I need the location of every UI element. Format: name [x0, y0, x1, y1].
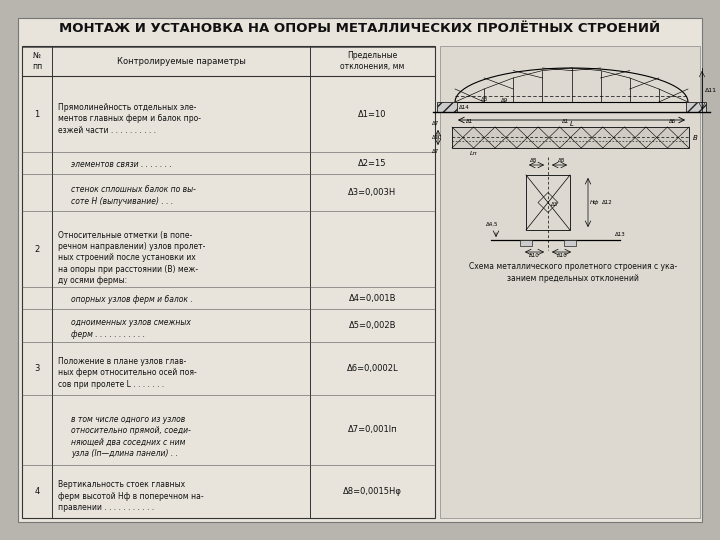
Text: Δ4,5: Δ4,5 — [486, 222, 498, 227]
Bar — [452, 127, 689, 148]
Text: Δ7: Δ7 — [433, 121, 440, 126]
Text: Δ10: Δ10 — [528, 253, 539, 258]
Text: в том числе одного из узлов
относительно прямой, соеди-
няющей два соседних с ни: в том числе одного из узлов относительно… — [71, 415, 191, 458]
Text: 4: 4 — [35, 487, 40, 496]
Text: Δ14: Δ14 — [459, 105, 469, 110]
Text: Δ6=0,0002L: Δ6=0,0002L — [347, 364, 398, 373]
Text: Δ11: Δ11 — [705, 87, 717, 92]
Text: 1: 1 — [35, 110, 40, 119]
Text: Lп: Lп — [470, 151, 477, 156]
Text: 3: 3 — [35, 364, 40, 373]
Bar — [440, 46, 700, 518]
Text: Δ3: Δ3 — [481, 97, 488, 102]
Text: Δ8: Δ8 — [559, 158, 566, 163]
Bar — [686, 102, 706, 112]
Text: Δ10: Δ10 — [431, 135, 442, 140]
Bar — [564, 240, 576, 246]
Text: опорных узлов ферм и балок .: опорных узлов ферм и балок . — [71, 295, 193, 303]
Text: Δ10: Δ10 — [557, 253, 567, 258]
Text: B: B — [693, 134, 698, 140]
Text: Δ12: Δ12 — [602, 200, 613, 205]
Text: №
пп: № пп — [32, 51, 42, 71]
Text: одноименных узлов смежных
ферм . . . . . . . . . . .: одноименных узлов смежных ферм . . . . .… — [71, 318, 191, 339]
Text: элементов связи . . . . . . .: элементов связи . . . . . . . — [71, 160, 172, 168]
Bar — [437, 102, 457, 112]
Text: Δ6: Δ6 — [669, 119, 676, 124]
Bar — [520, 240, 532, 246]
Text: Δ8: Δ8 — [531, 158, 538, 163]
Bar — [22, 46, 435, 518]
Text: Δ1: Δ1 — [466, 119, 473, 124]
Text: Δ8=0,0015Hφ: Δ8=0,0015Hφ — [343, 487, 402, 496]
Text: Δ2=15: Δ2=15 — [359, 159, 387, 168]
Text: Δ13: Δ13 — [615, 233, 626, 238]
Text: Контролируемые параметры: Контролируемые параметры — [117, 57, 246, 65]
Text: Δ5=0,002B: Δ5=0,002B — [348, 321, 396, 330]
Text: МОНТАЖ И УСТАНОВКА НА ОПОРЫ МЕТАЛЛИЧЕСКИХ ПРОЛЁТНЫХ СТРОЕНИЙ: МОНТАЖ И УСТАНОВКА НА ОПОРЫ МЕТАЛЛИЧЕСКИ… — [60, 23, 660, 36]
Text: Δ7=0,001lп: Δ7=0,001lп — [348, 426, 397, 434]
Text: Вертикальность стоек главных
ферм высотой Нф в поперечном на-
правлении . . . . : Вертикальность стоек главных ферм высото… — [58, 480, 204, 512]
Text: Прямолинейность отдельных эле-
ментов главных ферм и балок про-
езжей части . . : Прямолинейность отдельных эле- ментов гл… — [58, 103, 201, 135]
Text: 2: 2 — [35, 245, 40, 254]
Text: Δ1=10: Δ1=10 — [359, 110, 387, 119]
Text: Предельные
отклонения, мм: Предельные отклонения, мм — [341, 51, 405, 71]
Text: L: L — [570, 121, 573, 127]
Bar — [526, 175, 570, 230]
Text: Δ9: Δ9 — [501, 98, 508, 103]
Text: Относительные отметки (в попе-
речном направлении) узлов пролет-
ных строений по: Относительные отметки (в попе- речном на… — [58, 231, 205, 285]
Text: Δ3=0,003H: Δ3=0,003H — [348, 188, 397, 197]
Text: стенок сплошных балок по вы-
соте H (выпучивание) . . .: стенок сплошных балок по вы- соте H (вып… — [71, 185, 196, 206]
Text: Положение в плане узлов глав-
ных ферм относительно осей поя-
сов при пролете L : Положение в плане узлов глав- ных ферм о… — [58, 357, 197, 389]
Text: Схема металлического пролетного строения с ука-
занием предельных отклонений: Схема металлического пролетного строения… — [469, 262, 677, 283]
Text: Δ4=0,001B: Δ4=0,001B — [348, 294, 396, 303]
Text: Δ3: Δ3 — [551, 202, 558, 207]
Text: Нф: Нф — [590, 200, 599, 205]
Text: Δ7: Δ7 — [433, 149, 440, 154]
Text: Δ1: Δ1 — [562, 119, 569, 124]
